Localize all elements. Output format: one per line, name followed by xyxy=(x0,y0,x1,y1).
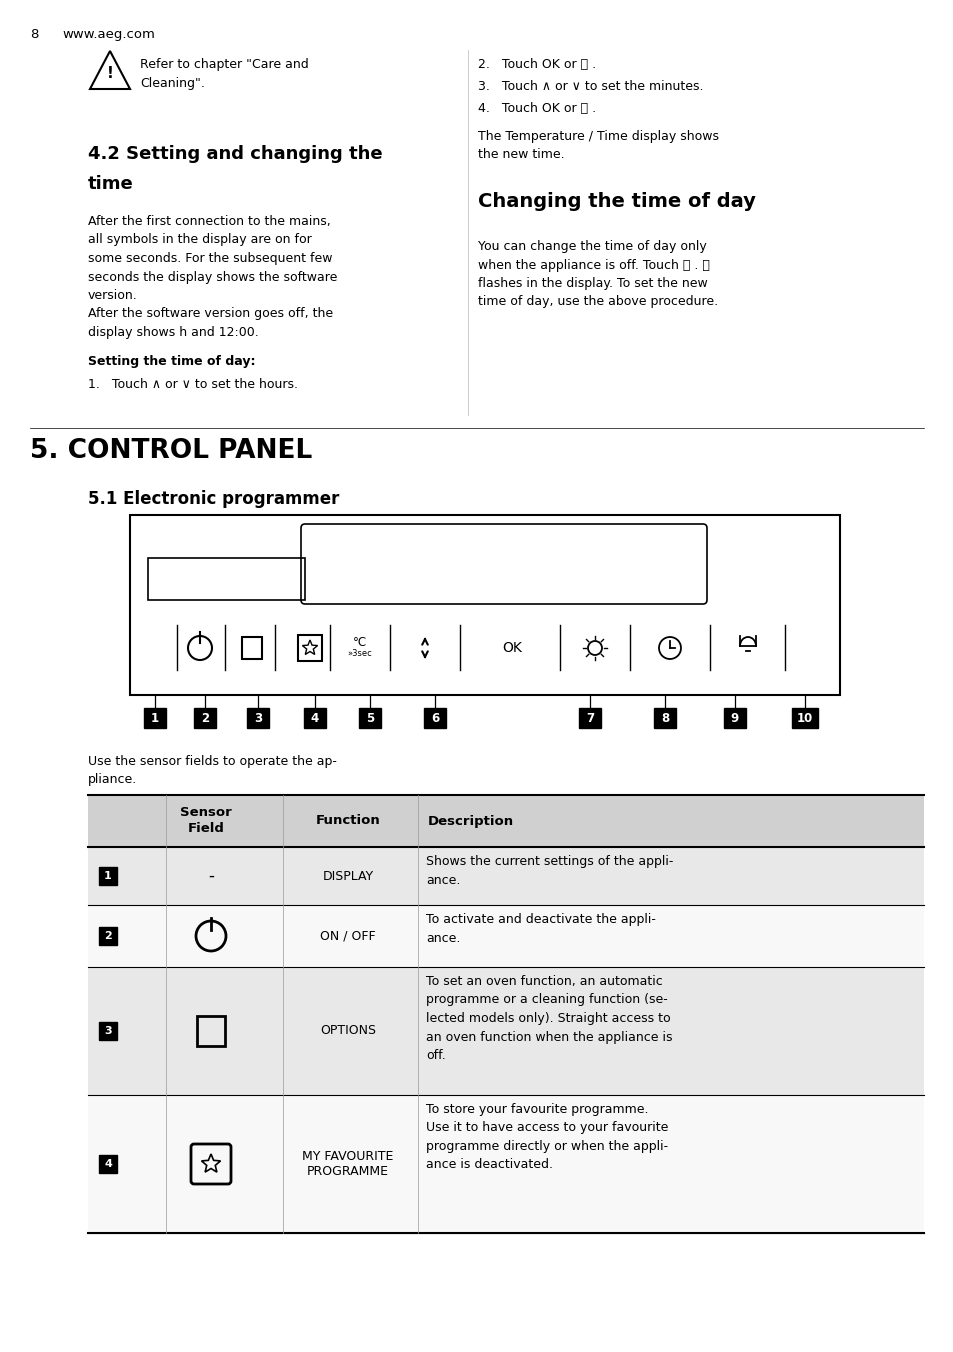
Text: ON / OFF: ON / OFF xyxy=(320,930,375,942)
Bar xyxy=(88,1095,923,1233)
Text: 1.   Touch ∧ or ∨ to set the hours.: 1. Touch ∧ or ∨ to set the hours. xyxy=(88,379,297,391)
Bar xyxy=(578,708,600,727)
Text: To activate and deactivate the appli-
ance.: To activate and deactivate the appli- an… xyxy=(426,913,656,945)
Text: 2: 2 xyxy=(104,932,112,941)
Text: 3.   Touch ∧ or ∨ to set the minutes.: 3. Touch ∧ or ∨ to set the minutes. xyxy=(477,80,702,93)
Text: 4: 4 xyxy=(104,1159,112,1169)
Bar xyxy=(297,635,322,661)
Text: 6: 6 xyxy=(431,711,438,725)
Text: Use the sensor fields to operate the ap-
pliance.: Use the sensor fields to operate the ap-… xyxy=(88,754,336,787)
Text: Function: Function xyxy=(315,814,380,827)
Text: Setting the time of day:: Setting the time of day: xyxy=(88,356,255,368)
Text: 5.1 Electronic programmer: 5.1 Electronic programmer xyxy=(88,489,339,508)
Bar xyxy=(99,927,117,945)
Text: The Temperature / Time display shows
the new time.: The Temperature / Time display shows the… xyxy=(477,130,719,161)
Text: 1: 1 xyxy=(151,711,159,725)
Bar xyxy=(247,708,269,727)
Text: time: time xyxy=(88,174,133,193)
Bar xyxy=(144,708,166,727)
Text: Shows the current settings of the appli-
ance.: Shows the current settings of the appli-… xyxy=(426,854,673,887)
Bar xyxy=(196,1015,225,1046)
Bar xyxy=(723,708,745,727)
Text: MY FAVOURITE
PROGRAMME: MY FAVOURITE PROGRAMME xyxy=(302,1151,394,1178)
Text: OK: OK xyxy=(501,641,521,654)
Text: -: - xyxy=(208,867,213,886)
Text: °C: °C xyxy=(353,637,367,649)
Bar xyxy=(88,904,923,967)
Bar xyxy=(88,967,923,1095)
Bar xyxy=(99,867,117,886)
Text: 2: 2 xyxy=(201,711,209,725)
Text: DISPLAY: DISPLAY xyxy=(322,869,374,883)
Text: 8: 8 xyxy=(660,711,668,725)
Text: 7: 7 xyxy=(585,711,594,725)
Text: Sensor
Field: Sensor Field xyxy=(180,807,232,836)
Text: After the first connection to the mains,
all symbols in the display are on for
s: After the first connection to the mains,… xyxy=(88,215,337,339)
Text: 4.2 Setting and changing the: 4.2 Setting and changing the xyxy=(88,145,382,164)
Text: 9: 9 xyxy=(730,711,739,725)
Bar xyxy=(791,708,817,727)
Text: Changing the time of day: Changing the time of day xyxy=(477,192,755,211)
Text: 2.   Touch OK or ⓘ .: 2. Touch OK or ⓘ . xyxy=(477,58,596,72)
Bar xyxy=(148,558,305,600)
Text: OPTIONS: OPTIONS xyxy=(319,1025,375,1037)
Text: 8: 8 xyxy=(30,28,38,41)
Text: !: ! xyxy=(107,65,113,81)
Text: You can change the time of day only
when the appliance is off. Touch ⓘ . ⓘ
flash: You can change the time of day only when… xyxy=(477,241,718,308)
Bar xyxy=(99,1022,117,1040)
Text: 3: 3 xyxy=(104,1026,112,1036)
Text: 5. CONTROL PANEL: 5. CONTROL PANEL xyxy=(30,438,312,464)
Text: www.aeg.com: www.aeg.com xyxy=(62,28,154,41)
Text: 3: 3 xyxy=(253,711,262,725)
Bar xyxy=(88,846,923,904)
Text: 4: 4 xyxy=(311,711,319,725)
Text: To store your favourite programme.
Use it to have access to your favourite
progr: To store your favourite programme. Use i… xyxy=(426,1103,668,1171)
Text: 10: 10 xyxy=(796,711,812,725)
Text: Description: Description xyxy=(428,814,514,827)
Text: 1: 1 xyxy=(104,871,112,882)
Bar xyxy=(654,708,676,727)
Bar xyxy=(304,708,326,727)
Bar xyxy=(423,708,446,727)
Bar xyxy=(130,515,840,695)
Bar xyxy=(99,1155,117,1174)
Text: »3sec: »3sec xyxy=(347,649,372,658)
Text: 5: 5 xyxy=(366,711,374,725)
Text: 4.   Touch OK or ⓘ .: 4. Touch OK or ⓘ . xyxy=(477,101,596,115)
Text: Refer to chapter "Care and
Cleaning".: Refer to chapter "Care and Cleaning". xyxy=(140,58,309,89)
Bar xyxy=(358,708,380,727)
Bar xyxy=(88,795,923,846)
Text: To set an oven function, an automatic
programme or a cleaning function (se-
lect: To set an oven function, an automatic pr… xyxy=(426,975,672,1063)
Bar xyxy=(242,637,262,658)
Bar xyxy=(193,708,215,727)
